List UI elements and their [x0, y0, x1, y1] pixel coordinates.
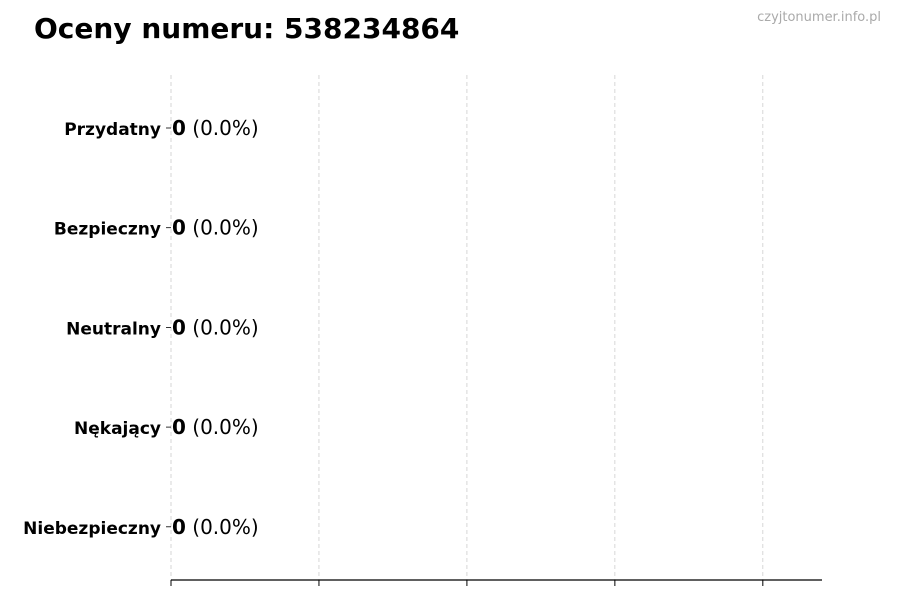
data-label: 0 (0.0%)	[172, 116, 259, 140]
count-value: 0	[172, 315, 186, 339]
percent-value: (0.0%)	[186, 116, 259, 140]
count-value: 0	[172, 216, 186, 240]
count-value: 0	[172, 415, 186, 439]
percent-value: (0.0%)	[186, 216, 259, 240]
count-value: 0	[172, 515, 186, 539]
category-label: Neutralny	[66, 319, 161, 339]
category-label: Bezpieczny	[54, 220, 161, 240]
percent-value: (0.0%)	[186, 515, 259, 539]
category-label: Niebezpieczny	[23, 519, 161, 539]
data-label: 0 (0.0%)	[172, 216, 259, 240]
chart-title: Oceny numeru: 538234864	[34, 12, 460, 45]
category-label: Przydatny	[64, 120, 161, 140]
percent-value: (0.0%)	[186, 415, 259, 439]
watermark: czyjtonumer.info.pl	[757, 10, 881, 25]
category-label: Nękający	[74, 419, 161, 439]
percent-value: (0.0%)	[186, 315, 259, 339]
count-value: 0	[172, 116, 186, 140]
data-label: 0 (0.0%)	[172, 515, 259, 539]
data-label: 0 (0.0%)	[172, 415, 259, 439]
data-label: 0 (0.0%)	[172, 315, 259, 339]
